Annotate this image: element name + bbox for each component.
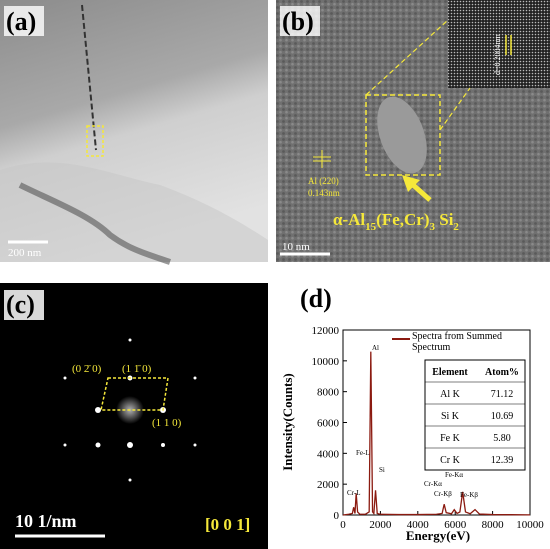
x-tick-label: 8000 <box>482 519 505 531</box>
zoom-line <box>365 19 449 96</box>
zone-axis: [0 0 1] <box>205 515 250 534</box>
table-cell: 5.80 <box>493 433 511 444</box>
peak-label: Fe-L <box>356 449 370 457</box>
panel-d: (d) Energy(eV) Intensity(Counts) 0 2000 40… <box>280 284 544 543</box>
unit-cell <box>100 377 169 411</box>
zoom-line <box>439 87 471 131</box>
legend-label: Spectra from Summed Spectrum <box>412 331 502 353</box>
label-bg <box>4 6 44 36</box>
spot <box>128 478 132 482</box>
y-tick-label: 10000 <box>312 356 340 368</box>
spot <box>63 443 67 447</box>
selection-box <box>365 94 441 176</box>
peak-label: Al <box>372 344 379 352</box>
arrow <box>410 182 432 202</box>
table-cell: Al K <box>440 389 461 400</box>
x-tick-label: 0 <box>340 519 346 531</box>
panel-b: d=0.2004nm Al (220) 0.143nm α-Al15(Fe,Cr… <box>276 0 550 262</box>
y-tick-label: 4000 <box>317 448 340 460</box>
table-cell: Cr K <box>440 455 461 466</box>
spot <box>63 376 67 380</box>
legend-fo: Spectra from Summed Spectrum <box>412 331 502 353</box>
peak-label: Cr-L <box>347 489 360 497</box>
spot <box>193 443 197 447</box>
grain <box>0 162 268 262</box>
x-tick-label: 6000 <box>444 519 467 531</box>
peak-label: Si <box>379 466 385 474</box>
inset-image <box>448 0 550 88</box>
inset-text: d=0.2004nm <box>493 33 502 75</box>
x-tick-label: 10000 <box>516 519 544 531</box>
phase-part: (Fe,Cr) <box>376 210 429 229</box>
spot <box>127 442 133 448</box>
phase-part: α-Al <box>333 210 365 229</box>
lattice-plane: Al (220) <box>308 176 339 186</box>
y-tick-label: 2000 <box>317 479 340 491</box>
y-axis-title: Intensity(Counts) <box>280 373 295 471</box>
panel-label: (d) <box>300 284 332 313</box>
phase-sub: 2 <box>453 221 459 233</box>
y-tick-label: 6000 <box>317 418 340 430</box>
phase-sub: 15 <box>365 221 377 233</box>
table-frame <box>424 359 526 471</box>
label-bg <box>4 290 44 320</box>
scale-label: 200 nm <box>8 247 42 259</box>
scale-label: 10 nm <box>282 241 310 253</box>
x-tick-label: 2000 <box>369 519 392 531</box>
table-header: Atom% <box>485 367 519 378</box>
table-cell: 12.39 <box>491 455 514 466</box>
peak-label: Fe-Kβ <box>460 491 478 499</box>
panel-a: (a) 200 nm <box>0 0 268 265</box>
panel-label: (b) <box>282 7 314 36</box>
panel-label: (c) <box>6 290 35 319</box>
lattice-spacing: 0.143nm <box>308 188 340 198</box>
peak-label: Cr-Kβ <box>434 490 452 498</box>
y-tick-label: 8000 <box>317 387 340 399</box>
boundary <box>18 182 171 265</box>
table-cell: Si K <box>441 411 460 422</box>
table-cell: Fe K <box>440 433 461 444</box>
phase-label: α-Al15(Fe,Cr)3 Si2 <box>333 210 459 233</box>
table-cell: 10.69 <box>491 411 514 422</box>
x-axis-title: Energy(eV) <box>406 528 470 543</box>
spectrum-line <box>342 351 531 516</box>
panel-label: (a) <box>6 7 36 36</box>
arrow-head <box>402 175 420 192</box>
peak-label: Cr-Kα <box>424 480 442 488</box>
y-tick-label: 0 <box>334 510 340 522</box>
panel-c: (0 2̄ 0) (1 1̄ 0) (1 1 0) (c) 10 1/nm [0… <box>0 283 268 549</box>
table-header: Element <box>432 367 468 378</box>
spot-label: (1 1 0) <box>152 417 182 429</box>
precipitate <box>377 96 427 174</box>
y-tick-label: 12000 <box>312 325 340 337</box>
peak-label: Fe-Kα <box>445 471 463 479</box>
phase-part: Si <box>435 210 454 229</box>
spot-label: (1 1̄ 0) <box>122 363 152 375</box>
spot <box>128 338 132 342</box>
selection-box <box>86 125 104 157</box>
table-cell: 71.12 <box>491 389 514 400</box>
scale-label: 10 1/nm <box>15 511 77 531</box>
spot <box>193 376 197 380</box>
label-bg <box>280 6 320 36</box>
x-tick-label: 4000 <box>407 519 430 531</box>
spot-label: (0 2̄ 0) <box>72 363 102 375</box>
spot <box>95 442 101 448</box>
phase-sub: 3 <box>429 221 435 233</box>
spot <box>95 407 101 413</box>
spot <box>161 443 165 447</box>
